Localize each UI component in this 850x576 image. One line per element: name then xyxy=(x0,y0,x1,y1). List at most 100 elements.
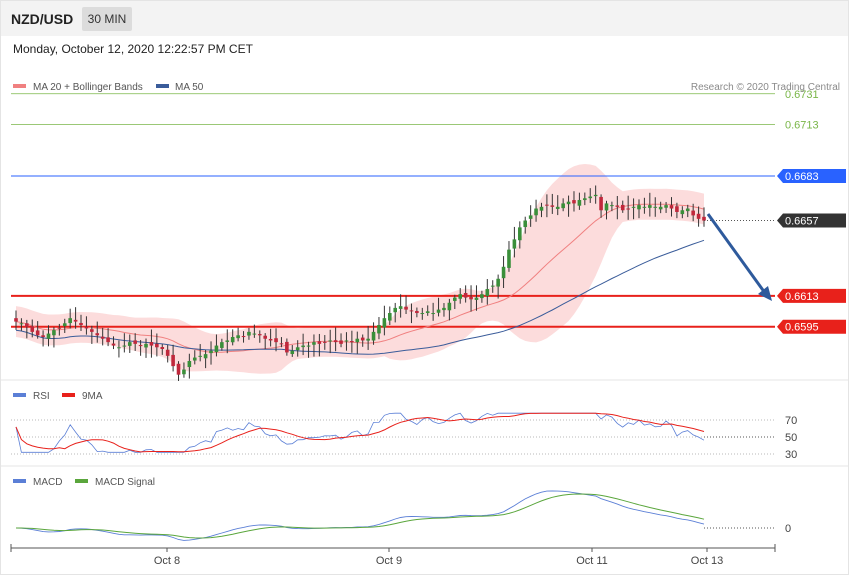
candle-58 xyxy=(328,329,333,354)
candle-body-82 xyxy=(458,294,463,299)
candle-body-123 xyxy=(680,210,685,215)
candle-45 xyxy=(257,330,262,343)
candle-108 xyxy=(599,194,603,218)
candle-17 xyxy=(106,328,110,347)
candle-body-66 xyxy=(371,331,376,341)
candle-38 xyxy=(220,338,224,351)
candle-1 xyxy=(19,318,24,331)
candle-body-115 xyxy=(637,205,641,210)
candle-11 xyxy=(73,307,78,329)
candle-78 xyxy=(436,297,441,317)
candle-67 xyxy=(377,317,381,340)
level-label-4: 0.6613 xyxy=(785,291,819,303)
candle-97 xyxy=(539,202,544,218)
x-tick-label-3: Oct 13 xyxy=(691,555,723,567)
candle-body-35 xyxy=(203,354,208,359)
candle-69 xyxy=(387,306,392,326)
candle-body-16 xyxy=(100,336,105,339)
candle-74 xyxy=(415,307,419,318)
candle-111 xyxy=(615,196,620,220)
candle-body-83 xyxy=(463,292,468,298)
candle-body-26 xyxy=(155,343,159,348)
candle-body-14 xyxy=(90,329,94,332)
credit-text: Research © 2020 Trading Central xyxy=(691,82,840,93)
candle-9 xyxy=(62,318,67,333)
candle-body-113 xyxy=(626,208,630,210)
ma50-line xyxy=(15,239,705,355)
candle-85 xyxy=(474,285,479,311)
candle-body-42 xyxy=(241,336,246,338)
candle-body-7 xyxy=(52,330,56,336)
candle-41 xyxy=(236,327,240,342)
candle-6 xyxy=(46,325,51,347)
timeframe-button[interactable]: 30 MIN xyxy=(82,7,132,31)
candle-83 xyxy=(463,285,468,303)
candle-body-125 xyxy=(691,210,695,216)
candle-body-86 xyxy=(480,294,484,299)
candle-49 xyxy=(279,337,284,348)
candle-105 xyxy=(583,192,587,206)
candle-81 xyxy=(453,294,457,310)
level-label-5: 0.6595 xyxy=(785,322,819,334)
candle-body-56 xyxy=(317,341,322,344)
candle-47 xyxy=(268,328,273,347)
legend-swatch-ma20 xyxy=(13,84,26,88)
candle-55 xyxy=(312,334,316,357)
level-tag-4 xyxy=(777,288,846,303)
candle-125 xyxy=(691,203,695,222)
candle-115 xyxy=(637,199,641,219)
candle-90 xyxy=(501,256,506,289)
candle-3 xyxy=(30,319,35,338)
candle-body-44 xyxy=(252,333,257,335)
candle-66 xyxy=(371,322,376,345)
candle-body-106 xyxy=(588,196,593,199)
level-label-1: 0.6713 xyxy=(785,120,819,132)
candle-body-99 xyxy=(550,205,555,207)
candle-36 xyxy=(209,341,213,365)
candle-124 xyxy=(685,204,690,218)
candle-89 xyxy=(496,274,500,299)
macd-zero-label: 0 xyxy=(785,523,791,535)
candle-body-43 xyxy=(247,331,251,336)
forecast-arrow-layer xyxy=(706,213,772,301)
candle-96 xyxy=(534,199,538,222)
candle-body-110 xyxy=(610,205,614,207)
candle-52 xyxy=(295,340,300,357)
candle-13 xyxy=(84,316,89,335)
candle-35 xyxy=(203,349,208,369)
candle-26 xyxy=(155,333,159,357)
candle-body-119 xyxy=(658,206,663,210)
candle-body-105 xyxy=(583,198,587,201)
candle-65 xyxy=(366,325,370,350)
candle-127 xyxy=(702,207,706,227)
candle-body-72 xyxy=(404,306,408,310)
candle-body-124 xyxy=(685,208,690,212)
candle-42 xyxy=(241,331,246,343)
candle-113 xyxy=(626,195,630,220)
candle-93 xyxy=(518,221,522,249)
candle-body-67 xyxy=(377,325,381,334)
candle-body-85 xyxy=(474,297,479,300)
candle-body-102 xyxy=(566,201,571,205)
candle-body-77 xyxy=(431,313,435,315)
datetime-label: Monday, October 12, 2020 12:22:57 PM CET xyxy=(13,42,253,56)
candle-44 xyxy=(252,324,257,338)
candle-body-15 xyxy=(95,333,100,336)
legend-swatch-macd xyxy=(13,479,26,483)
x-tick-label-1: Oct 9 xyxy=(376,555,402,567)
candle-68 xyxy=(382,305,387,336)
level-tag-5 xyxy=(777,319,846,334)
rsi-level-label-70: 70 xyxy=(785,415,797,427)
rsi-level-label-50: 50 xyxy=(785,432,797,444)
candle-body-46 xyxy=(263,335,267,339)
candle-body-17 xyxy=(106,337,110,343)
candle-body-104 xyxy=(577,199,582,206)
candle-body-32 xyxy=(187,360,192,368)
legend-swatch-macd-signal xyxy=(75,479,88,483)
candle-body-25 xyxy=(149,342,154,346)
candle-body-63 xyxy=(355,338,360,343)
candle-body-24 xyxy=(144,343,148,348)
legend-swatch-ma50 xyxy=(156,84,169,88)
candle-22 xyxy=(133,333,137,351)
